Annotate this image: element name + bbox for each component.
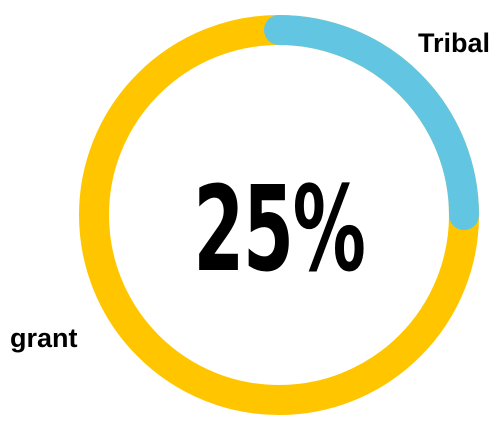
center-percentage: 25% bbox=[193, 162, 364, 299]
slice-label-grant: grant bbox=[10, 323, 78, 353]
slice-label-tribal: Tribal bbox=[418, 28, 490, 58]
donut-slice-tribal bbox=[79, 15, 479, 415]
donut-ring bbox=[79, 15, 479, 415]
